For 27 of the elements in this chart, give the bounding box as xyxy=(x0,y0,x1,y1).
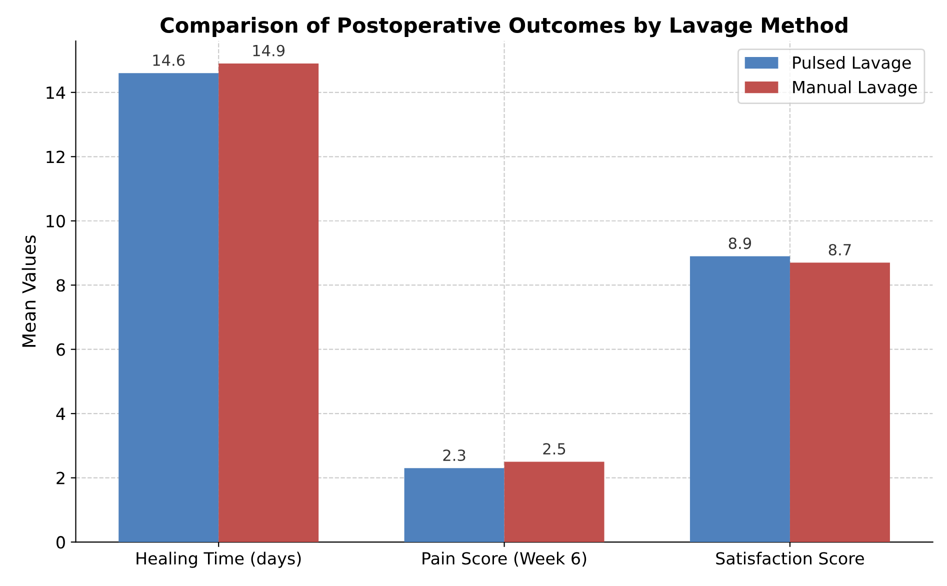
bar xyxy=(404,468,504,542)
bar xyxy=(118,73,219,542)
x-tick-label: Pain Score (Week 6) xyxy=(422,552,586,567)
data-label: 8.7 xyxy=(828,244,851,256)
legend-label: Manual Lavage xyxy=(793,80,917,97)
x-tick-label: Healing Time (days) xyxy=(136,552,301,568)
data-label: 2.5 xyxy=(543,443,566,455)
y-tick-label: 14 xyxy=(46,86,66,99)
y-tick-label: 8 xyxy=(56,279,65,292)
data-label: 2.3 xyxy=(443,449,466,462)
y-tick-label: 6 xyxy=(56,343,65,356)
y-tick-label: 0 xyxy=(56,536,65,549)
bar xyxy=(690,256,790,542)
data-label: 14.6 xyxy=(153,54,185,66)
data-label: 8.9 xyxy=(728,238,752,250)
legend-label: Pulsed Lavage xyxy=(793,56,911,72)
bar xyxy=(504,462,604,542)
y-tick-label: 12 xyxy=(46,150,64,163)
y-tick-label: 4 xyxy=(56,408,66,420)
chart-title: Comparison of Postoperative Outcomes by Lavage Method xyxy=(160,16,848,38)
data-label: 14.9 xyxy=(253,44,285,56)
y-axis-title: Mean Values xyxy=(22,235,36,347)
x-tick-label: Satisfaction Score xyxy=(716,552,864,565)
y-tick-label: 2 xyxy=(56,472,64,484)
bar xyxy=(218,64,319,542)
y-tick-label: 10 xyxy=(46,214,65,228)
bar xyxy=(790,262,890,542)
